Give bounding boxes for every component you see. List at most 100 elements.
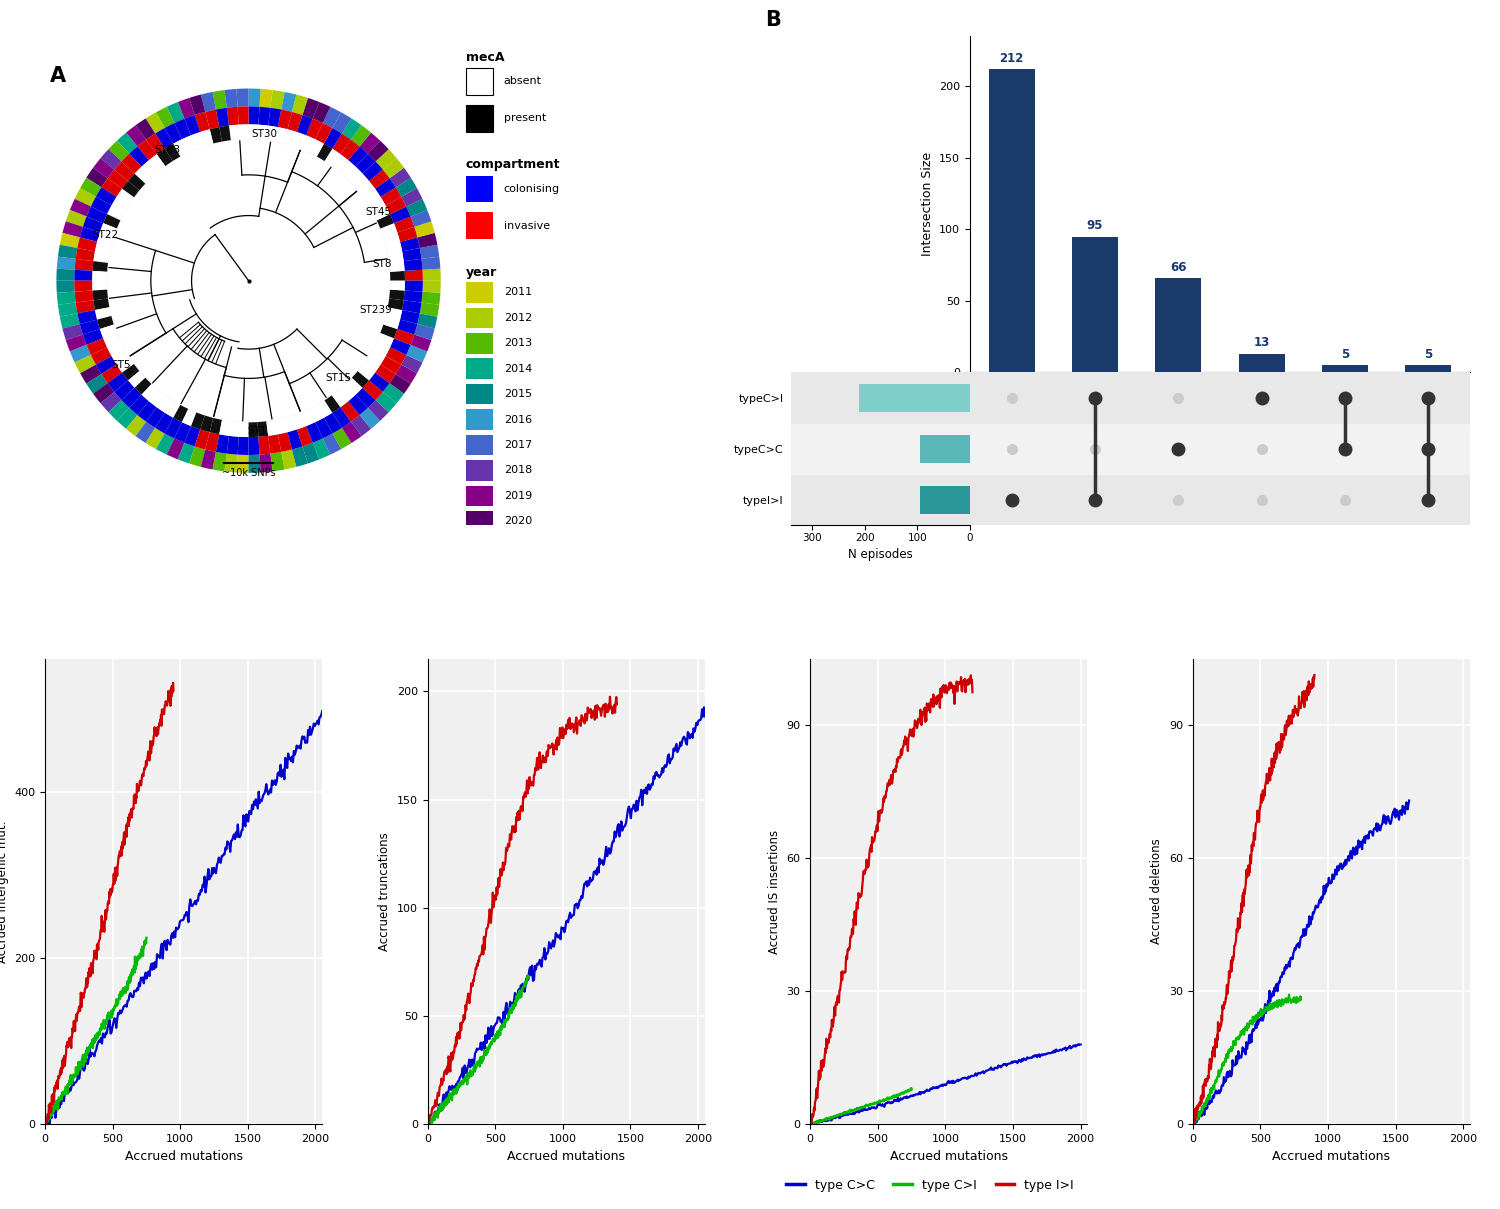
Polygon shape <box>333 428 351 449</box>
Polygon shape <box>352 371 369 388</box>
Polygon shape <box>368 140 388 162</box>
Polygon shape <box>230 421 240 436</box>
Polygon shape <box>225 453 237 473</box>
Polygon shape <box>78 237 98 251</box>
Polygon shape <box>324 412 342 433</box>
Polygon shape <box>66 335 87 352</box>
Polygon shape <box>63 324 82 340</box>
Bar <box>1155 278 1202 372</box>
Polygon shape <box>324 395 340 412</box>
Polygon shape <box>100 324 117 339</box>
Polygon shape <box>402 248 422 261</box>
Polygon shape <box>106 206 124 220</box>
Legend: type C>C, type C>I, type I>I: type C>C, type C>I, type I>I <box>782 1174 1078 1197</box>
Polygon shape <box>75 189 96 207</box>
Polygon shape <box>400 310 420 324</box>
Text: 2019: 2019 <box>504 491 532 501</box>
Polygon shape <box>260 453 273 473</box>
Polygon shape <box>174 139 188 156</box>
Polygon shape <box>92 280 106 290</box>
Polygon shape <box>70 345 92 363</box>
Polygon shape <box>237 436 249 455</box>
Polygon shape <box>306 422 322 442</box>
Polygon shape <box>75 355 96 374</box>
Polygon shape <box>106 341 124 355</box>
Polygon shape <box>292 446 308 467</box>
Polygon shape <box>96 187 117 206</box>
FancyBboxPatch shape <box>465 358 494 378</box>
Polygon shape <box>80 178 102 197</box>
Bar <box>1072 237 1118 372</box>
FancyBboxPatch shape <box>465 213 494 239</box>
Polygon shape <box>381 224 398 237</box>
Polygon shape <box>267 126 278 141</box>
Polygon shape <box>297 115 312 135</box>
Polygon shape <box>420 302 440 317</box>
Polygon shape <box>94 307 111 319</box>
Polygon shape <box>210 127 222 144</box>
Polygon shape <box>369 169 390 189</box>
Polygon shape <box>360 133 380 154</box>
Polygon shape <box>128 371 146 388</box>
Polygon shape <box>390 207 411 224</box>
Polygon shape <box>309 405 324 422</box>
Polygon shape <box>316 144 333 161</box>
Polygon shape <box>376 332 394 347</box>
Polygon shape <box>288 112 303 132</box>
Polygon shape <box>387 251 404 262</box>
Polygon shape <box>75 248 94 261</box>
Polygon shape <box>238 125 249 139</box>
Polygon shape <box>60 313 80 329</box>
Polygon shape <box>165 418 182 439</box>
Polygon shape <box>190 412 206 429</box>
Polygon shape <box>148 155 165 172</box>
Polygon shape <box>93 251 110 262</box>
Polygon shape <box>339 161 356 178</box>
Polygon shape <box>345 167 363 184</box>
Polygon shape <box>141 384 159 401</box>
Polygon shape <box>267 420 278 435</box>
FancyBboxPatch shape <box>465 461 494 481</box>
Polygon shape <box>93 158 114 178</box>
X-axis label: Accrued mutations: Accrued mutations <box>1272 1150 1390 1163</box>
Polygon shape <box>348 146 368 167</box>
Polygon shape <box>340 401 360 422</box>
Polygon shape <box>75 290 93 302</box>
Text: 5: 5 <box>1424 348 1432 361</box>
Polygon shape <box>117 407 138 429</box>
Polygon shape <box>122 154 141 174</box>
Polygon shape <box>98 232 114 245</box>
Polygon shape <box>195 112 210 132</box>
Polygon shape <box>280 92 297 112</box>
Polygon shape <box>57 268 75 280</box>
Polygon shape <box>87 168 108 187</box>
Polygon shape <box>258 106 270 126</box>
Polygon shape <box>404 290 423 302</box>
Polygon shape <box>201 450 216 469</box>
Polygon shape <box>156 433 174 455</box>
Bar <box>858 383 970 412</box>
Bar <box>920 486 970 514</box>
Polygon shape <box>249 422 258 436</box>
Bar <box>1239 354 1284 372</box>
FancyBboxPatch shape <box>465 486 494 507</box>
Polygon shape <box>292 132 306 149</box>
Polygon shape <box>226 106 238 126</box>
Polygon shape <box>104 214 120 229</box>
Text: 2017: 2017 <box>504 440 532 450</box>
Polygon shape <box>154 128 174 149</box>
Polygon shape <box>382 383 404 404</box>
Polygon shape <box>300 409 315 426</box>
Polygon shape <box>384 232 400 245</box>
Text: 2020: 2020 <box>504 516 532 526</box>
Polygon shape <box>363 381 382 400</box>
Text: ST22: ST22 <box>92 230 118 241</box>
Polygon shape <box>80 365 102 383</box>
Polygon shape <box>138 401 156 422</box>
Text: 2016: 2016 <box>504 415 532 424</box>
Polygon shape <box>372 341 390 355</box>
Polygon shape <box>58 244 78 259</box>
Polygon shape <box>333 133 351 155</box>
Polygon shape <box>398 227 417 242</box>
Polygon shape <box>100 392 122 412</box>
